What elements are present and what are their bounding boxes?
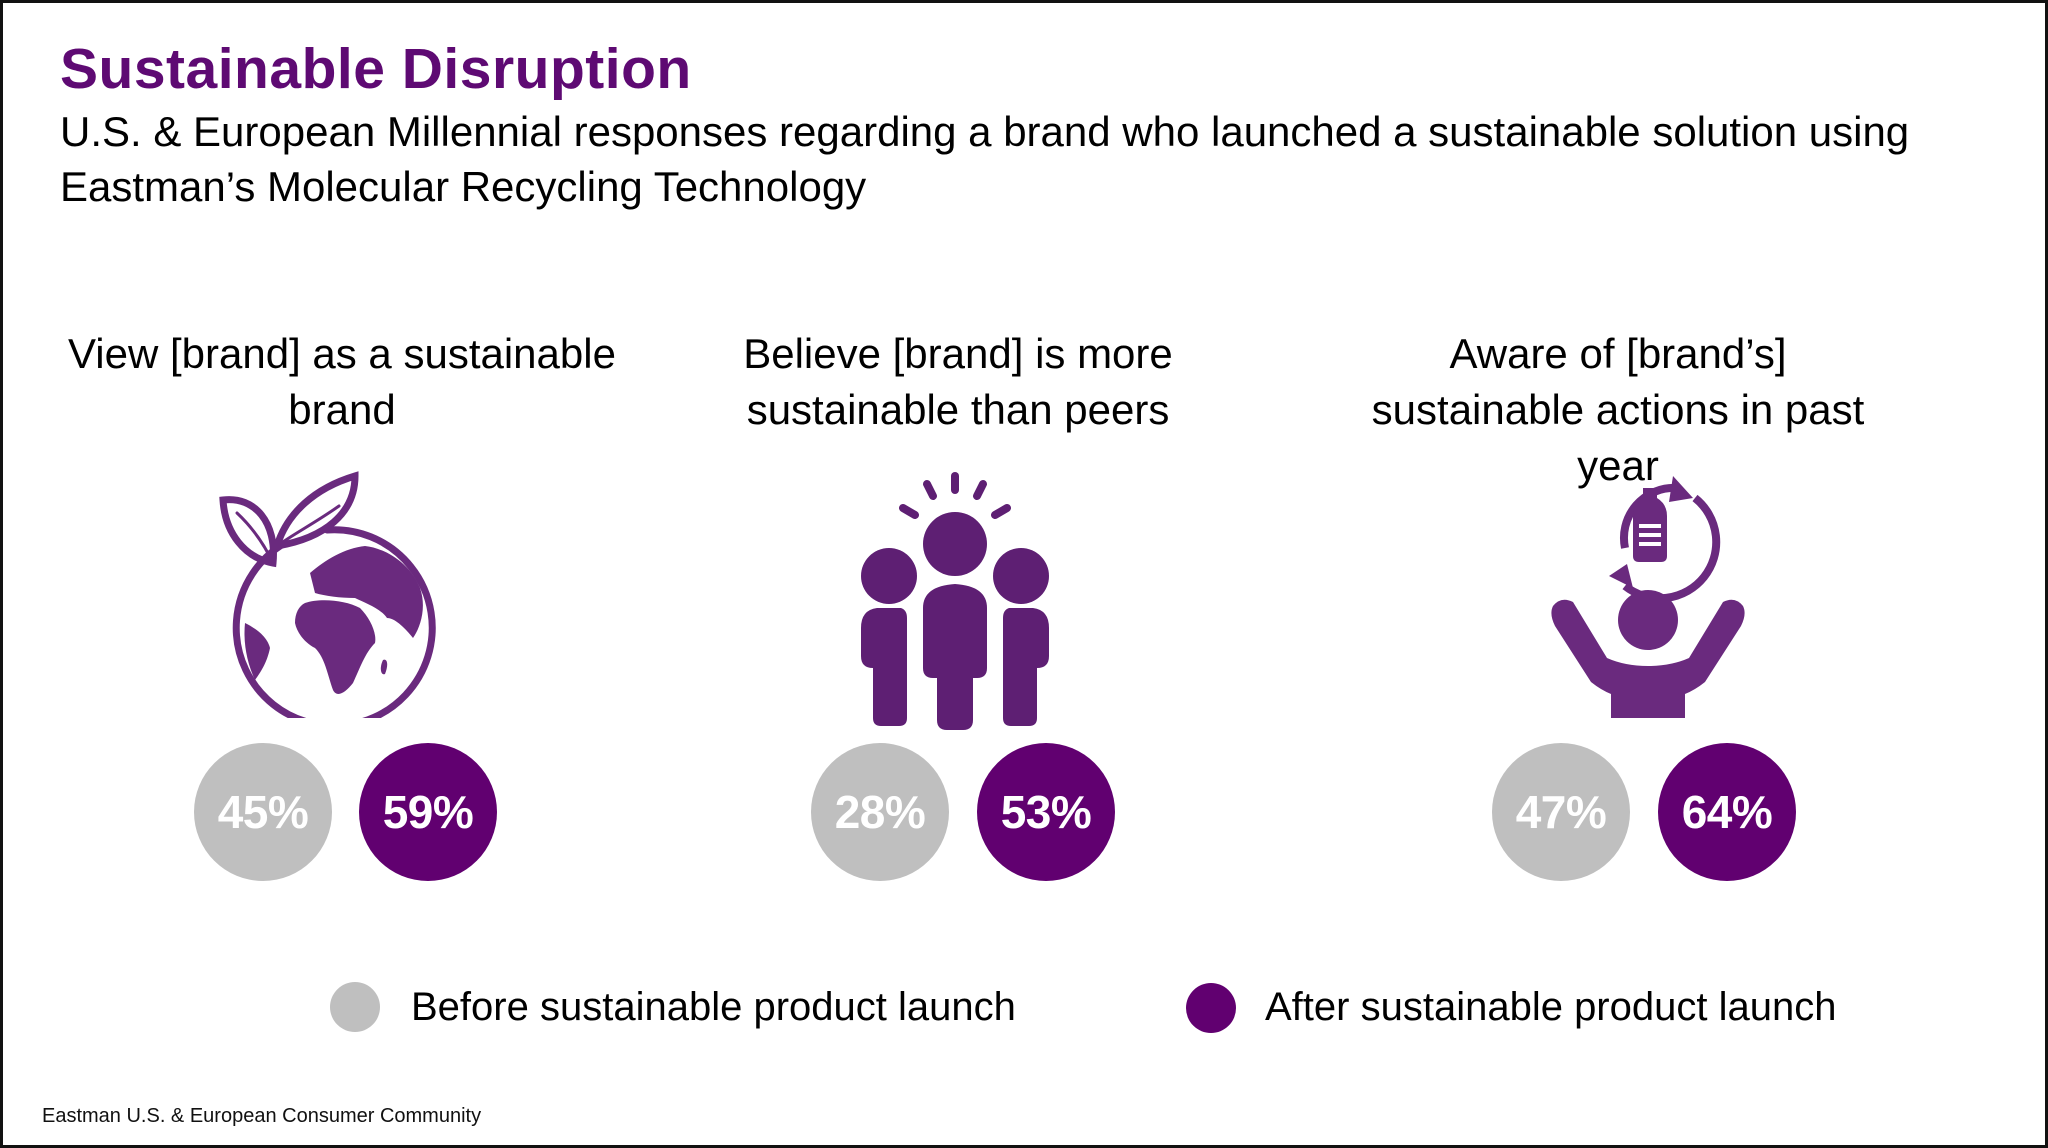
slide-title: Sustainable Disruption [60,37,692,101]
legend-before-label: Before sustainable product launch [411,985,1016,1029]
standout-people-group-icon [861,472,1049,730]
person-recycle-bottle-icon [1551,476,1745,718]
slide-subtitle: U.S. & European Millennial responses reg… [60,108,1910,210]
column-heading-view-sustainable: View [brand] as a sustainable brand [68,330,616,433]
stat-after-more-sustainable: 53% [977,743,1115,881]
stat-before-aware-actions: 47% [1492,743,1630,881]
globe-with-leaves-icon [219,471,436,718]
legend-before-swatch [330,982,380,1032]
stat-before-more-sustainable: 28% [811,743,949,881]
source-footnote: Eastman U.S. & European Consumer Communi… [42,1105,482,1127]
stat-before-view-sustainable: 45% [194,743,332,881]
legend-after-swatch [1186,983,1236,1033]
column-heading-more-sustainable: Believe [brand] is more sustainable than… [743,330,1173,433]
stat-after-aware-actions: 64% [1658,743,1796,881]
legend-after-label: After sustainable product launch [1265,985,1837,1029]
column-heading-aware-actions: Aware of [brand’s] sustainable actions i… [1371,330,1865,489]
stat-after-view-sustainable: 59% [359,743,497,881]
